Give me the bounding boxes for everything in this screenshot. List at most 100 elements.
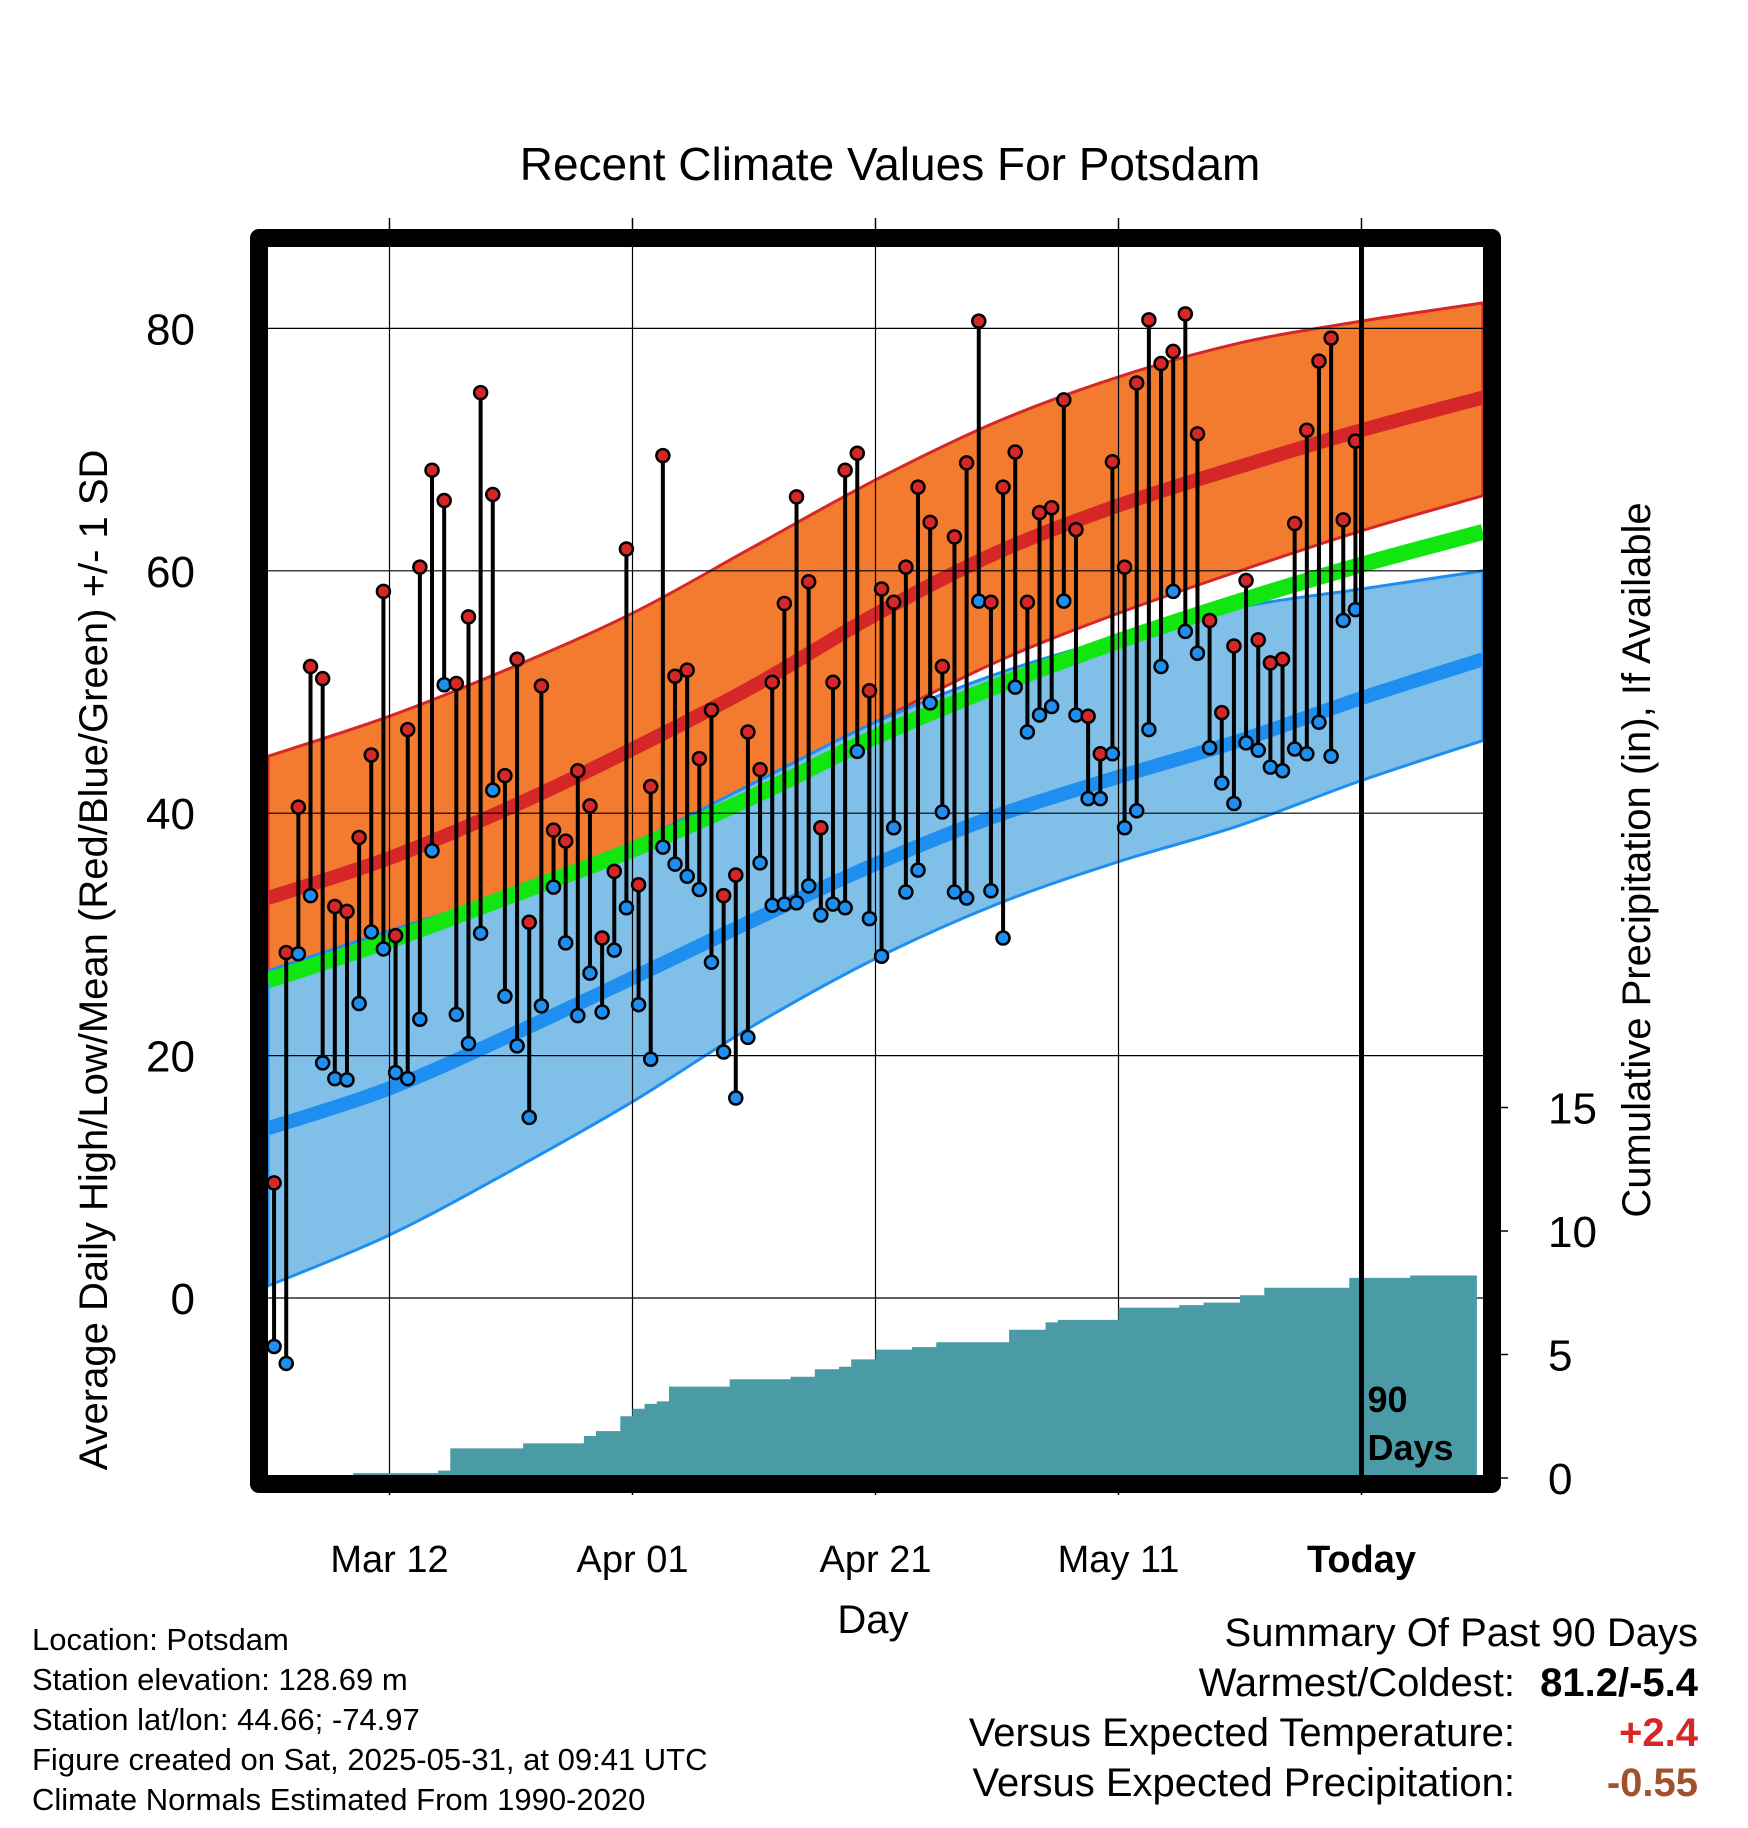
y-tick-label: 0: [171, 1275, 195, 1324]
daily-low-point: [679, 868, 695, 884]
daily-high-point: [1335, 512, 1352, 528]
daily-low-point: [509, 1038, 525, 1054]
x-tick-label: Apr 01: [577, 1539, 689, 1581]
daily-low-point: [1165, 583, 1181, 600]
daily-high-point: [1323, 330, 1339, 346]
y-tick-label: 80: [146, 305, 195, 354]
daily-low-point: [630, 996, 647, 1013]
daily-high-point: [1141, 312, 1157, 328]
daily-low-point: [667, 856, 683, 872]
daily-low-point: [958, 890, 975, 906]
daily-high-point: [1007, 444, 1023, 460]
daily-low-point: [922, 695, 938, 711]
daily-high-point: [958, 455, 975, 471]
y2-tick-label: 15: [1548, 1085, 1597, 1134]
precip-departure-value: -0.55: [1606, 1761, 1698, 1805]
daily-low-point: [278, 1355, 294, 1372]
daily-high-point: [861, 683, 878, 699]
daily-high-point: [1214, 704, 1230, 721]
daily-high-point: [740, 724, 756, 740]
precip-departure-row: Versus Expected Precipitation: -0.55: [969, 1758, 1698, 1808]
precip-departure-label: Versus Expected Precipitation:: [972, 1761, 1515, 1805]
daily-high-point: [825, 674, 841, 691]
created-text: Figure created on Sat, 2025-05-31, at 09…: [32, 1742, 708, 1777]
y2-axis-label: Cumulative Precipitation (in), If Availa…: [1615, 502, 1659, 1217]
daily-high-point: [752, 761, 768, 778]
temp-departure-value: +2.4: [1619, 1711, 1698, 1755]
daily-high-point: [302, 658, 319, 675]
daily-low-point: [460, 1035, 477, 1052]
daily-high-point: [412, 559, 428, 575]
daily-low-point: [691, 881, 708, 898]
daily-high-point: [788, 489, 805, 505]
daily-high-point: [460, 609, 477, 625]
daily-low-point: [861, 910, 878, 927]
daily-high-point: [1189, 426, 1206, 442]
daily-low-point: [594, 1004, 610, 1020]
daily-low-point: [728, 1090, 744, 1106]
daily-high-point: [351, 829, 367, 846]
today-days-number: 90: [1368, 1379, 1408, 1420]
y-axis-label: Average Daily High/Low/Mean (Red/Blue/Gr…: [72, 450, 116, 1471]
daily-low-point: [873, 948, 890, 964]
daily-low-point: [533, 998, 550, 1014]
daily-low-point: [898, 884, 914, 900]
daily-low-point: [1299, 746, 1315, 762]
daily-low-point: [302, 887, 319, 904]
warmest-coldest-label: Warmest/Coldest:: [1198, 1661, 1515, 1705]
daily-high-point: [728, 867, 744, 883]
daily-low-point: [1250, 742, 1266, 758]
daily-high-point: [971, 313, 987, 329]
daily-low-point: [885, 819, 902, 836]
x-tick-label: Apr 21: [820, 1539, 932, 1581]
daily-low-point: [387, 1064, 404, 1081]
daily-high-point: [1128, 375, 1145, 391]
station-info: Location: Potsdam Station elevation: 128…: [32, 1620, 708, 1820]
daily-low-point: [545, 879, 562, 895]
location-text: Location: Potsdam: [32, 1622, 289, 1657]
daily-high-point: [570, 763, 586, 779]
daily-low-point: [849, 743, 866, 760]
daily-high-point: [606, 863, 623, 880]
temp-departure-label: Versus Expected Temperature:: [968, 1711, 1515, 1755]
daily-high-point: [873, 581, 890, 597]
daily-high-point: [1165, 343, 1181, 360]
summary-panel: Summary Of Past 90 Days Warmest/Coldest:…: [969, 1608, 1698, 1808]
daily-high-point: [910, 479, 926, 495]
daily-high-point: [363, 747, 380, 763]
daily-low-point: [1214, 775, 1230, 791]
daily-low-point: [339, 1072, 355, 1088]
daily-high-point: [339, 903, 355, 920]
normals-period-text: Climate Normals Estimated From 1990-2020: [32, 1782, 646, 1817]
daily-low-point: [521, 1109, 537, 1126]
daily-high-point: [1068, 521, 1084, 538]
daily-high-point: [837, 462, 853, 478]
daily-high-point: [703, 702, 720, 718]
daily-high-point: [594, 930, 610, 946]
daily-high-point: [679, 662, 695, 678]
daily-low-point: [1274, 763, 1291, 779]
daily-high-point: [946, 529, 963, 545]
daily-low-point: [1092, 790, 1109, 807]
daily-low-point: [375, 941, 392, 957]
daily-low-point: [1238, 735, 1254, 751]
daily-low-point: [1056, 593, 1072, 609]
daily-high-point: [509, 651, 525, 668]
daily-high-point: [557, 833, 574, 849]
daily-low-point: [910, 862, 926, 878]
daily-low-point: [752, 855, 768, 871]
chart-title: Recent Climate Values For Potsdam: [520, 138, 1261, 190]
daily-high-point: [885, 594, 902, 611]
precip-area: [353, 1275, 1477, 1475]
summary-title: Summary Of Past 90 Days: [1224, 1611, 1698, 1655]
daily-high-point: [1299, 422, 1315, 438]
daily-high-point: [1274, 651, 1291, 668]
daily-low-point: [399, 1070, 416, 1087]
daily-high-point: [268, 1175, 282, 1191]
daily-low-point: [1177, 623, 1194, 640]
daily-high-point: [582, 798, 598, 814]
daily-low-point: [983, 883, 999, 899]
daily-low-point: [740, 1029, 756, 1046]
daily-high-point: [983, 594, 999, 611]
daily-high-point: [1019, 594, 1036, 611]
